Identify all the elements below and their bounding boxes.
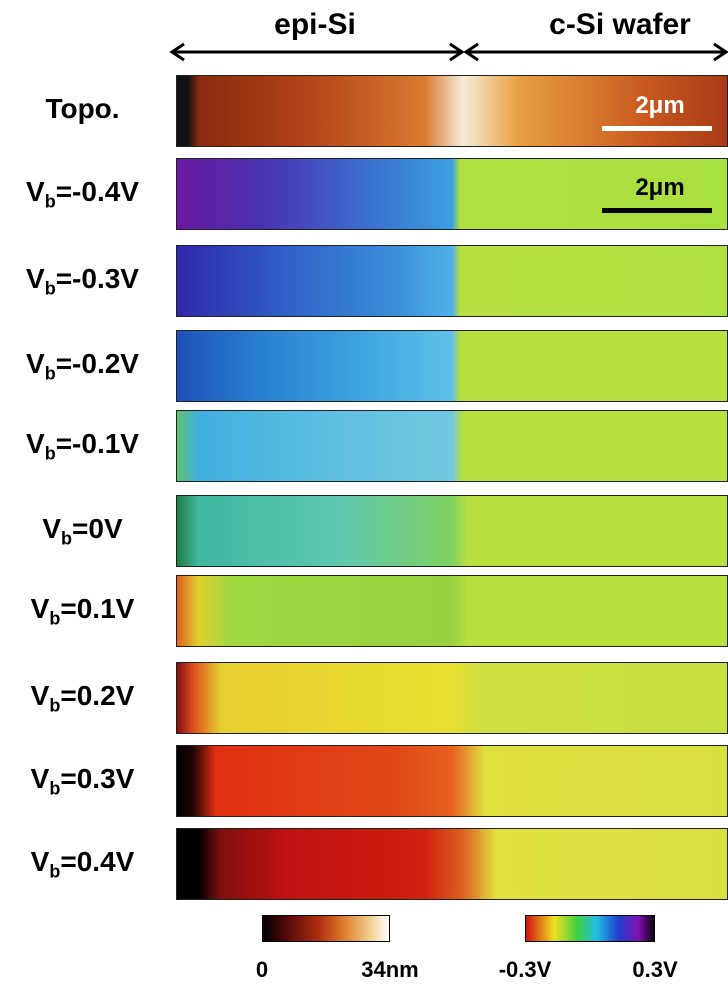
row-label: Vb=-0.2V xyxy=(0,348,165,385)
scan-image xyxy=(176,575,728,647)
scan-image xyxy=(176,495,728,567)
row-label: Vb=-0.3V xyxy=(0,263,165,300)
scan-image xyxy=(176,330,728,402)
label-subscript: b xyxy=(49,695,61,716)
colorbar-label: 0 xyxy=(255,957,269,982)
scan-image xyxy=(176,75,728,147)
label-symbol: V xyxy=(30,763,50,794)
scan-image xyxy=(176,828,728,900)
header-left: epi-Si xyxy=(274,8,356,41)
label-subscript: b xyxy=(49,861,61,882)
label-value: =-0.1V xyxy=(55,428,139,459)
header-right: c-Si wafer xyxy=(549,8,691,41)
label-subscript: b xyxy=(44,278,56,299)
scale-bar-label: 2μm xyxy=(635,174,685,201)
label-symbol: V xyxy=(26,348,45,379)
label-subscript: b xyxy=(49,608,61,629)
label-value: =-0.2V xyxy=(55,348,139,379)
row-label: Vb=0.2V xyxy=(0,680,165,717)
scale-bar-label: 2μm xyxy=(635,92,685,119)
label-value: =0.1V xyxy=(60,593,135,624)
row-label: Vb=0V xyxy=(0,513,165,550)
label-value: =0.3V xyxy=(60,763,135,794)
label-value: =-0.3V xyxy=(55,263,139,294)
scan-image xyxy=(176,245,728,317)
label-symbol: V xyxy=(30,680,50,711)
colorbar-potential xyxy=(525,915,655,942)
label-symbol: V xyxy=(42,513,62,544)
colorbar-topo xyxy=(262,915,390,942)
row-label: Vb=-0.1V xyxy=(0,428,165,465)
label-value: =0.4V xyxy=(60,846,135,877)
label-subscript: b xyxy=(44,363,56,384)
colorbar-label: -0.3V xyxy=(498,957,552,982)
scan-image xyxy=(176,662,728,734)
label-value: =0V xyxy=(72,513,123,544)
scan-image xyxy=(176,410,728,482)
row-label: Vb=0.4V xyxy=(0,846,165,883)
label-symbol: V xyxy=(26,263,45,294)
colorbar-label: 0.3V xyxy=(632,957,678,982)
scale-bar xyxy=(602,126,712,131)
row-label: Vb=-0.4V xyxy=(0,176,165,213)
row-label: Vb=0.1V xyxy=(0,593,165,630)
scan-image xyxy=(176,158,728,230)
label-value: =-0.4V xyxy=(55,176,139,207)
scan-image xyxy=(176,745,728,817)
colorbar-label: 34nm xyxy=(361,957,419,982)
label-symbol: V xyxy=(26,176,45,207)
label-subscript: b xyxy=(49,778,61,799)
label-symbol: V xyxy=(26,428,45,459)
label-value: =0.2V xyxy=(60,680,135,711)
label-text: Topo. xyxy=(45,93,120,124)
label-subscript: b xyxy=(44,191,56,212)
label-symbol: V xyxy=(30,846,50,877)
scale-bar xyxy=(602,208,712,213)
label-subscript: b xyxy=(44,443,56,464)
label-subscript: b xyxy=(61,528,73,549)
region-arrows xyxy=(169,42,728,62)
row-label: Vb=0.3V xyxy=(0,763,165,800)
row-label: Topo. xyxy=(0,93,165,125)
label-symbol: V xyxy=(30,593,50,624)
